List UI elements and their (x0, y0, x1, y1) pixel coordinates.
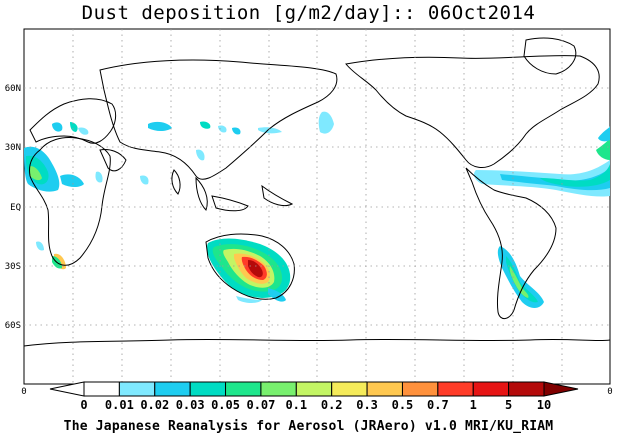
colorbar-tick-label: 0.1 (285, 398, 307, 412)
colorbar-tick-label: 0.07 (246, 398, 275, 412)
lat-label-60n: 60N (5, 84, 21, 94)
colorbar-tick-label: 0.05 (211, 398, 240, 412)
map-title: Dust deposition [g/m2/day]:: 06Oct2014 (81, 2, 536, 24)
colorbar-swatch (401, 381, 439, 397)
colorbar-swatch (295, 381, 333, 397)
colorbar-swatch (260, 381, 297, 397)
colorbar-swatch (366, 381, 403, 397)
colorbar: 0 0.01 0.02 0.03 0.05 0.07 0.1 0.2 0.3 0.5 0.7 1 5 10 (49, 381, 579, 412)
map-frame (23, 28, 611, 385)
colorbar-tick-label: 0.03 (176, 398, 205, 412)
colorbar-tick-label: 0.01 (105, 398, 134, 412)
colorbar-arrow-high (543, 381, 579, 397)
coastlines (23, 37, 611, 347)
footer-credit: The Japanese Reanalysis for Aerosol (JRA… (63, 419, 554, 434)
dust-shading (24, 111, 610, 308)
colorbar-tick-label: 0.5 (392, 398, 414, 412)
colorbar-swatch (331, 381, 368, 397)
colorbar-swatch (189, 381, 227, 397)
corner-label-left: 0 (21, 387, 26, 397)
colorbar-tick-label: 0 (80, 398, 87, 412)
colorbar-swatch (508, 381, 545, 397)
lat-label-30n: 30N (5, 143, 21, 153)
colorbar-tick-label: 0.7 (427, 398, 449, 412)
colorbar-tick-label: 0.2 (321, 398, 343, 412)
colorbar-swatch (225, 381, 262, 397)
colorbar-tick-label: 5 (505, 398, 512, 412)
lat-label-30s: 30S (5, 262, 21, 272)
colorbar-swatch (472, 381, 510, 397)
lat-label-eq: EQ (10, 203, 21, 213)
colorbar-swatch (83, 381, 120, 397)
colorbar-tick-label: 1 (470, 398, 477, 412)
corner-label-right: 0 (607, 387, 612, 397)
colorbar-swatch (154, 381, 191, 397)
colorbar-tick-label: 0.3 (356, 398, 378, 412)
colorbar-swatch (437, 381, 474, 397)
lat-label-60s: 60S (5, 321, 21, 331)
colorbar-tick-label: 10 (537, 398, 551, 412)
colorbar-swatch (118, 381, 156, 397)
latitude-labels: 60N 30N EQ 30S 60S (5, 84, 21, 331)
colorbar-tick-label: 0.02 (140, 398, 169, 412)
